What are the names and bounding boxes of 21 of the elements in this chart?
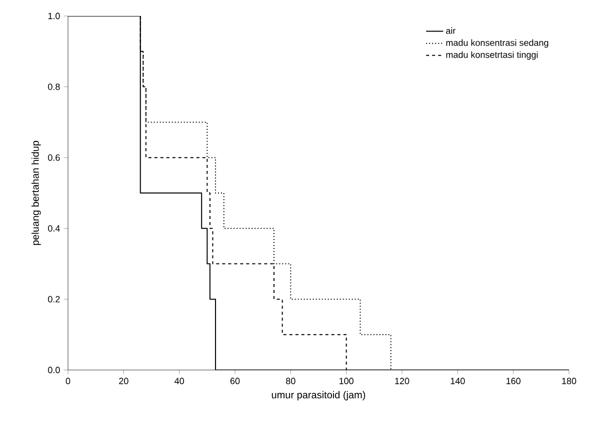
- x-tick-label: 120: [395, 378, 410, 384]
- x-tick-label: 60: [230, 378, 240, 384]
- x-tick-label: 80: [286, 378, 296, 384]
- x-tick-label: 0: [66, 378, 70, 384]
- x-tick-label: 40: [174, 378, 184, 384]
- y-tick-label: 0.6: [48, 154, 60, 161]
- y-tick-label: 0.2: [48, 296, 60, 302]
- x-tick-label: 140: [450, 378, 465, 384]
- y-tick-label: 0.0: [48, 366, 60, 374]
- legend-label: air: [446, 27, 456, 34]
- legend-label: madu konsentrasi sedang: [446, 39, 548, 48]
- x-tick-label: 100: [340, 378, 354, 384]
- legend-label: madu konsetrtasi tinggi: [446, 51, 538, 60]
- y-tick-label: 0.4: [48, 225, 60, 232]
- x-tick-label: 20: [119, 378, 128, 384]
- x-tick-label: 180: [562, 378, 576, 384]
- x-tick-label: 160: [506, 378, 520, 384]
- y-tick-label: 0.8: [48, 84, 60, 90]
- y-tick-label: 1.0: [48, 12, 60, 20]
- x-axis-title: umur parasitoid (jam): [272, 391, 366, 400]
- y-axis-title: peluang bertahan hidup: [32, 140, 41, 245]
